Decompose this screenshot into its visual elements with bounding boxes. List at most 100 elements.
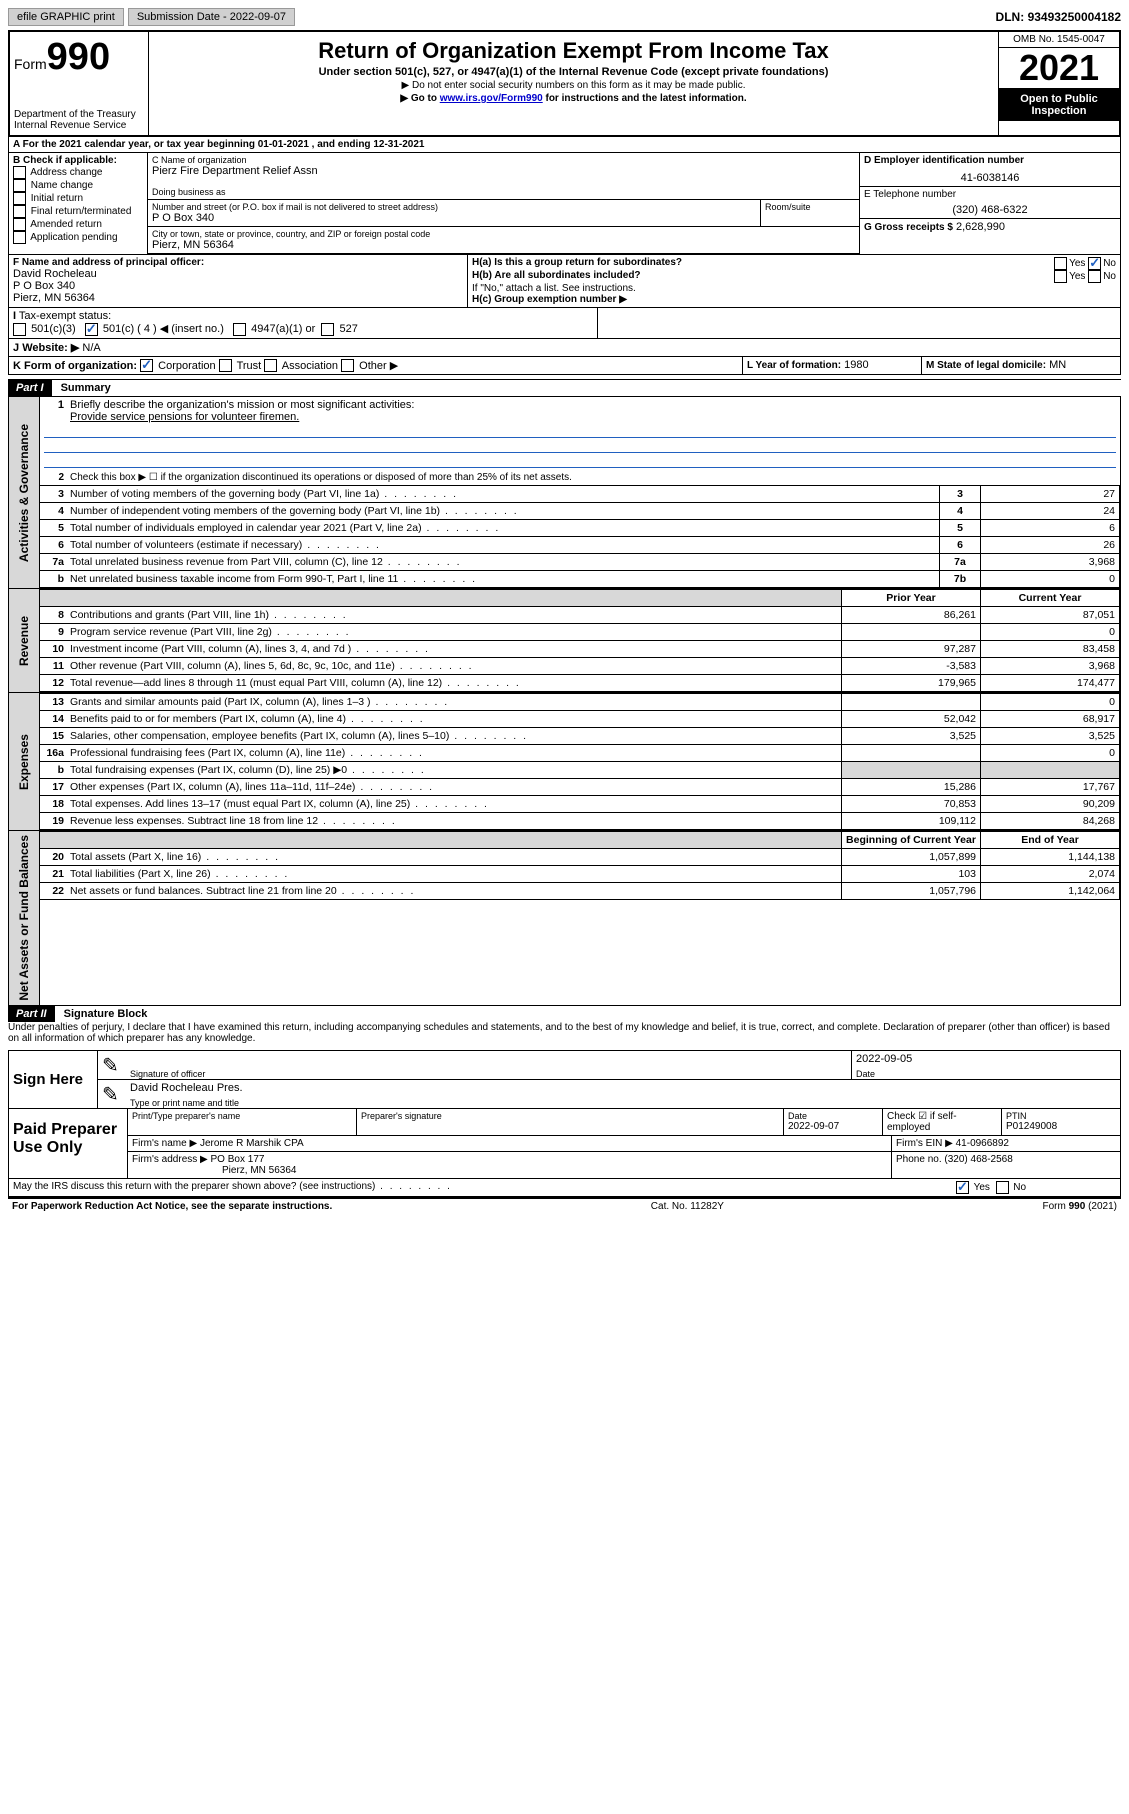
open-public: Open to Public Inspection [999, 89, 1119, 121]
l-label: L Year of formation: [747, 360, 841, 371]
other-label: Other ▶ [359, 360, 398, 372]
firm-addr-label: Firm's address ▶ [132, 1154, 208, 1165]
i-label: I [13, 310, 16, 322]
city-label: City or town, state or province, country… [152, 229, 855, 239]
dba-label: Doing business as [152, 187, 855, 197]
paid-preparer-label: Paid Preparer Use Only [9, 1109, 128, 1178]
phone-cell: E Telephone number (320) 468-6322 [860, 187, 1120, 219]
ptin-value: P01249008 [1006, 1121, 1116, 1132]
corp-checkbox[interactable] [140, 359, 153, 372]
irs-yes-checkbox[interactable] [956, 1181, 969, 1194]
q2-text: Check this box ▶ ☐ if the organization d… [70, 472, 572, 483]
city-value: Pierz, MN 56364 [152, 239, 855, 251]
side-netassets: Net Assets or Fund Balances [9, 831, 40, 1005]
hb-label: H(b) Are all subordinates included? [472, 270, 641, 281]
firm-addr2: Pierz, MN 56364 [222, 1165, 296, 1176]
firm-name: Jerome R Marshik CPA [200, 1138, 304, 1149]
irs-no-checkbox[interactable] [996, 1181, 1009, 1194]
yes-label: Yes [1069, 258, 1085, 269]
officer-cell: F Name and address of principal officer:… [9, 255, 468, 307]
ha-no-checkbox[interactable] [1088, 257, 1101, 270]
firm-addr-cell: Firm's address ▶ PO Box 177 Pierz, MN 56… [128, 1152, 892, 1178]
pen-icon: ✎ [98, 1051, 126, 1079]
table-row: 10Investment income (Part VIII, column (… [40, 641, 1120, 658]
top-bar: efile GRAPHIC print Submission Date - 20… [8, 8, 1121, 26]
mission-line [44, 438, 1116, 453]
hb-yes-checkbox[interactable] [1054, 270, 1067, 283]
table-row: 16aProfessional fundraising fees (Part I… [40, 745, 1120, 762]
note2-pre: ▶ Go to [400, 93, 439, 104]
firm-phone-cell: Phone no. (320) 468-2568 [892, 1152, 1120, 1178]
prep-date-cell: Date 2022-09-07 [784, 1109, 883, 1135]
irs-link[interactable]: www.irs.gov/Form990 [440, 93, 543, 104]
ein-cell: D Employer identification number 41-6038… [860, 153, 1120, 187]
org-name-cell: C Name of organization Pierz Fire Depart… [148, 153, 859, 199]
trust-checkbox[interactable] [219, 359, 232, 372]
ptin-label: PTIN [1006, 1111, 1116, 1121]
q2-cell: 2Check this box ▶ ☐ if the organization … [40, 470, 1120, 485]
officer-label: F Name and address of principal officer: [13, 257, 463, 268]
assoc-checkbox[interactable] [264, 359, 277, 372]
table-row: 15Salaries, other compensation, employee… [40, 728, 1120, 745]
m-value: MN [1049, 359, 1066, 371]
501c3-checkbox[interactable] [13, 323, 26, 336]
527-label: 527 [339, 323, 357, 335]
preparer-body: Print/Type preparer's name Preparer's si… [128, 1109, 1120, 1178]
yes-label2: Yes [1069, 271, 1085, 282]
applicable-checkbox[interactable] [13, 166, 26, 179]
form-subtitle: Under section 501(c), 527, or 4947(a)(1)… [157, 66, 990, 78]
self-employed-cell: Check ☑ if self-employed [883, 1109, 1002, 1135]
note-ssn: ▶ Do not enter social security numbers o… [157, 80, 990, 91]
l-value: 1980 [844, 359, 868, 371]
table-row: 14Benefits paid to or for members (Part … [40, 711, 1120, 728]
table-row: 20Total assets (Part X, line 16)1,057,89… [40, 849, 1120, 866]
governance-table: 3Number of voting members of the governi… [40, 485, 1120, 588]
may-irs-checks: Yes No [952, 1179, 1120, 1196]
table-row: 8Contributions and grants (Part VIII, li… [40, 607, 1120, 624]
applicable-checkbox[interactable] [13, 205, 26, 218]
submission-label: Submission Date - [137, 11, 227, 23]
revenue-block: Prior YearCurrent Year8Contributions and… [40, 589, 1120, 692]
other-checkbox[interactable] [341, 359, 354, 372]
table-row: 12Total revenue—add lines 8 through 11 (… [40, 675, 1120, 692]
applicable-checkbox[interactable] [13, 231, 26, 244]
ha-yes-checkbox[interactable] [1054, 257, 1067, 270]
submission-date-button[interactable]: Submission Date - 2022-09-07 [128, 8, 295, 26]
efile-button[interactable]: efile GRAPHIC print [8, 8, 124, 26]
check-item: Final return/terminated [13, 205, 143, 218]
self-employed-label: Check ☑ if self-employed [887, 1111, 957, 1133]
table-row: 22Net assets or fund balances. Subtract … [40, 883, 1120, 900]
firm-name-label: Firm's name ▶ [132, 1138, 197, 1149]
sign-here-label: Sign Here [9, 1051, 98, 1108]
check-item: Name change [13, 179, 143, 192]
irs-label: Internal Revenue Service [14, 120, 144, 131]
table-row: bTotal fundraising expenses (Part IX, co… [40, 762, 1120, 779]
4947-checkbox[interactable] [233, 323, 246, 336]
form-990: 990 [47, 36, 110, 78]
part1: Part I Summary [8, 379, 1121, 396]
may-irs-text: May the IRS discuss this return with the… [13, 1181, 452, 1192]
hb-no-checkbox[interactable] [1088, 270, 1101, 283]
org-info: C Name of organization Pierz Fire Depart… [148, 153, 859, 254]
form-prefix: Form [14, 56, 47, 72]
firm-ein-label: Firm's EIN ▶ [896, 1138, 953, 1149]
sig-officer-label: Signature of officer [130, 1069, 205, 1079]
501c-label: 501(c) ( 4 ) ◀ (insert no.) [103, 323, 224, 335]
part1-header: Part I [8, 380, 52, 396]
table-row: 17Other expenses (Part IX, column (A), l… [40, 779, 1120, 796]
ein-value: 41-6038146 [864, 172, 1116, 184]
applicable-checkbox[interactable] [13, 218, 26, 231]
side-expenses: Expenses [9, 693, 40, 830]
prep-name-label: Print/Type preparer's name [128, 1109, 357, 1135]
501c-checkbox[interactable] [85, 323, 98, 336]
table-row: 18Total expenses. Add lines 13–17 (must … [40, 796, 1120, 813]
check-item: Initial return [13, 192, 143, 205]
q1-text: Briefly describe the organization's miss… [70, 399, 414, 411]
527-checkbox[interactable] [321, 323, 334, 336]
revenue-table: Prior YearCurrent Year8Contributions and… [40, 589, 1120, 692]
applicable-checkbox[interactable] [13, 192, 26, 205]
corp-label: Corporation [158, 360, 215, 372]
cat-no: Cat. No. 11282Y [651, 1201, 724, 1212]
applicable-checkbox[interactable] [13, 179, 26, 192]
submission-date: 2022-09-07 [230, 11, 286, 23]
